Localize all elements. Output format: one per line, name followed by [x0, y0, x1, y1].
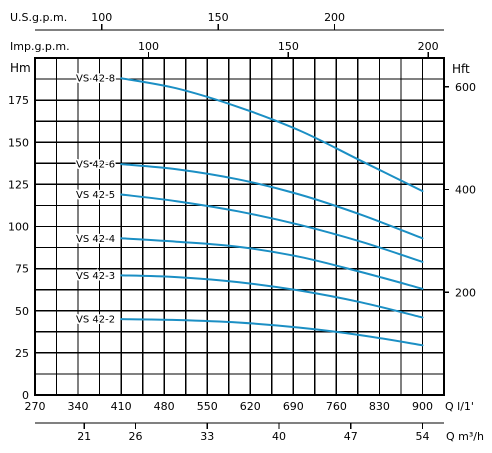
- flow-lmin-tick-label: 410: [111, 400, 132, 413]
- us-gpm-axis-label: U.S.g.p.m.: [10, 11, 67, 24]
- head-ft-tick-label: 400: [455, 184, 476, 197]
- curve-label-vs-42-6: VS 42-6: [76, 160, 115, 171]
- curve-vs-42-8: [120, 77, 424, 193]
- flow-lmin-tick-label: 690: [283, 400, 304, 413]
- flow-lmin-tick-label: 270: [25, 400, 46, 413]
- m3h-tick-label: 40: [272, 430, 286, 443]
- flow-lmin-tick-label: 900: [412, 400, 433, 413]
- m3h-tick-label: 26: [128, 430, 142, 443]
- head-m-tick-label: 75: [15, 263, 29, 276]
- curve-vs-42-6: [120, 163, 424, 240]
- curves: [120, 77, 424, 347]
- m3h-tick-label: 47: [344, 430, 358, 443]
- m3h-tick-label: 33: [200, 430, 214, 443]
- us-gpm-tick-label: 200: [324, 11, 345, 24]
- flow-lmin-tick-label: 480: [154, 400, 175, 413]
- curve-vs-42-3: [120, 274, 424, 319]
- flow-lmin-tick-label: 340: [68, 400, 89, 413]
- imp-gpm-axis-label: Imp.g.p.m.: [10, 40, 70, 53]
- imp-gpm-tick-label: 200: [418, 40, 439, 53]
- m3h-tick-label: 21: [77, 430, 91, 443]
- curve-label-vs-42-8: VS 42-8: [76, 74, 115, 85]
- curve-vs-42-5: [120, 193, 424, 263]
- head-m-axis-label: Hm: [10, 61, 31, 75]
- us-gpm-tick-label: 100: [91, 11, 112, 24]
- head-m-tick-label: 150: [8, 136, 29, 149]
- curve-vs-42-4: [120, 237, 424, 290]
- head-m-tick-label: 100: [8, 221, 29, 234]
- flow-lmin-tick-label: 830: [369, 400, 390, 413]
- m3h-tick-label: 54: [415, 430, 429, 443]
- curve-label-vs-42-2: VS 42-2: [76, 315, 115, 326]
- curve-label-vs-42-4: VS 42-4: [76, 234, 115, 245]
- flow-lmin-tick-label: 760: [326, 400, 347, 413]
- flow-lmin-tick-label: 550: [197, 400, 218, 413]
- head-m-tick-label: 0: [22, 389, 29, 402]
- imp-gpm-tick-label: 100: [138, 40, 159, 53]
- flow-lmin-tick-label: 620: [240, 400, 261, 413]
- grid: [34, 24, 449, 429]
- head-ft-tick-label: 600: [455, 81, 476, 94]
- m3h-axis-label: Q m³/h: [446, 430, 484, 443]
- head-ft-tick-label: 200: [455, 286, 476, 299]
- head-m-tick-label: 50: [15, 305, 29, 318]
- head-m-tick-label: 125: [8, 178, 29, 191]
- imp-gpm-tick-label: 150: [278, 40, 299, 53]
- us-gpm-tick-label: 150: [208, 11, 229, 24]
- curve-label-vs-42-3: VS 42-3: [76, 271, 115, 282]
- curve-label-vs-42-5: VS 42-5: [76, 190, 115, 201]
- head-m-tick-label: 175: [8, 94, 29, 107]
- head-ft-axis-label: Hft: [452, 62, 470, 76]
- curve-vs-42-2: [120, 318, 424, 347]
- flow-lmin-axis-label: Q l/1': [445, 400, 474, 413]
- head-m-tick-label: 25: [15, 347, 29, 360]
